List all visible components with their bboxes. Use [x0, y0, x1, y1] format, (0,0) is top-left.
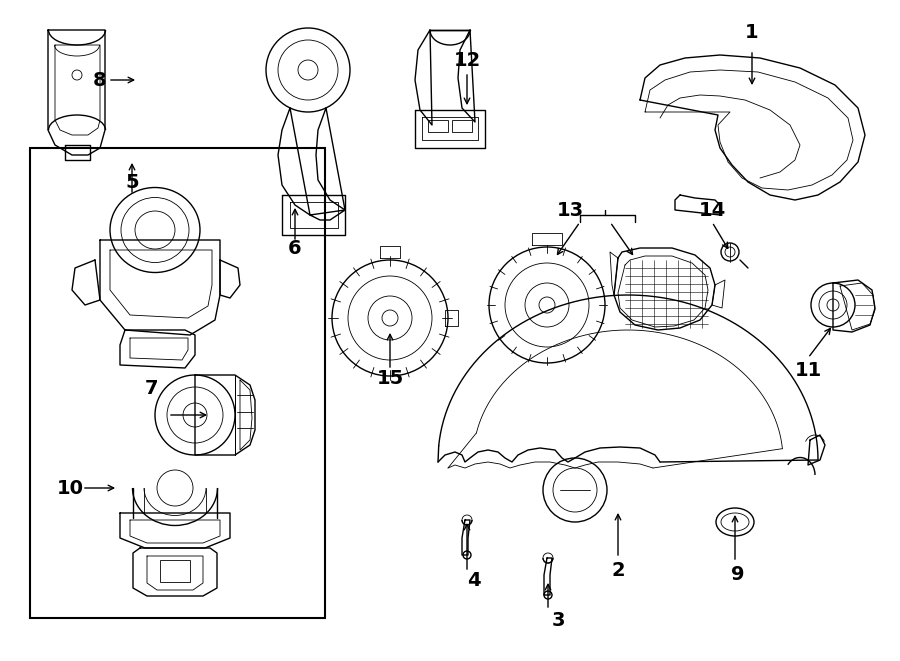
Text: 7: 7: [145, 379, 158, 397]
Text: 15: 15: [376, 368, 403, 387]
Text: 9: 9: [731, 566, 745, 584]
Text: 13: 13: [556, 200, 583, 219]
Bar: [30, 148, 325, 618]
Text: 14: 14: [698, 200, 725, 219]
Text: 8: 8: [94, 71, 107, 89]
Text: 2: 2: [611, 561, 625, 580]
Bar: [160, 560, 190, 582]
Text: 4: 4: [467, 570, 481, 590]
Bar: [452, 120, 472, 132]
Text: 6: 6: [288, 239, 302, 258]
Text: 10: 10: [57, 479, 84, 498]
Text: 5: 5: [125, 173, 139, 192]
Text: 1: 1: [745, 22, 759, 42]
Bar: [428, 120, 448, 132]
Text: 12: 12: [454, 50, 481, 69]
Text: 11: 11: [795, 360, 822, 379]
Text: 3: 3: [551, 611, 565, 629]
